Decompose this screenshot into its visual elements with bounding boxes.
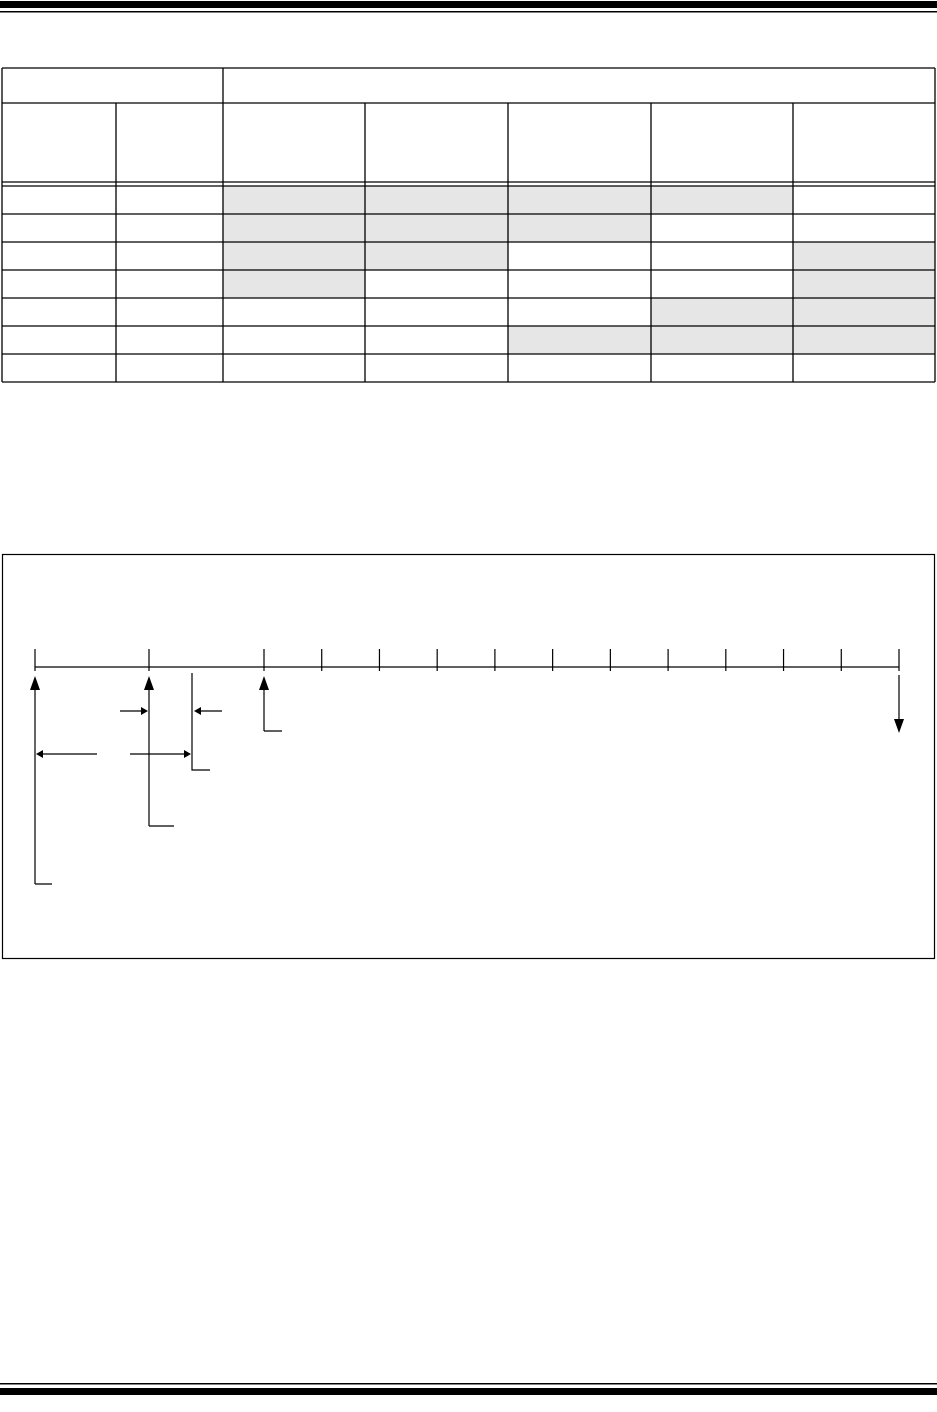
table-cell bbox=[2, 354, 116, 382]
table-cell bbox=[365, 326, 508, 354]
table-cell bbox=[508, 242, 651, 270]
diagram-frame bbox=[1, 553, 936, 960]
table-cell bbox=[651, 354, 793, 382]
table-cell bbox=[793, 186, 935, 214]
up-arrow-icon bbox=[259, 676, 269, 690]
arrowhead-icon bbox=[194, 707, 201, 715]
down-arrow-icon bbox=[894, 719, 904, 733]
table-cell bbox=[793, 326, 935, 354]
table-cell bbox=[223, 354, 365, 382]
table-cell bbox=[508, 270, 651, 298]
table-cell bbox=[651, 270, 793, 298]
table-cell bbox=[651, 242, 793, 270]
table-cell bbox=[365, 298, 508, 326]
timeline bbox=[34, 649, 900, 671]
table-cell bbox=[116, 326, 223, 354]
table-cell bbox=[793, 242, 935, 270]
table-cell bbox=[223, 326, 365, 354]
table-cell bbox=[793, 214, 935, 242]
table-cell bbox=[365, 186, 508, 214]
table-cell bbox=[508, 214, 651, 242]
table-cell bbox=[2, 214, 116, 242]
table-cell bbox=[2, 298, 116, 326]
table-cell bbox=[223, 186, 365, 214]
table-cell bbox=[223, 214, 365, 242]
up-arrow-icon bbox=[144, 676, 154, 690]
table-cell bbox=[365, 270, 508, 298]
table-cell bbox=[2, 326, 116, 354]
table-cell bbox=[793, 354, 935, 382]
table-cell bbox=[223, 270, 365, 298]
table-cell bbox=[508, 298, 651, 326]
timing-diagram bbox=[1, 553, 936, 960]
table-cell bbox=[793, 298, 935, 326]
table-cell bbox=[508, 354, 651, 382]
table-cell bbox=[365, 354, 508, 382]
marker-line-2 bbox=[148, 684, 174, 827]
table-cell bbox=[116, 354, 223, 382]
table-cell bbox=[651, 298, 793, 326]
header-rule bbox=[0, 1, 937, 13]
arrowhead-icon bbox=[184, 750, 191, 758]
arrowhead-icon bbox=[36, 750, 43, 758]
table-cell bbox=[651, 186, 793, 214]
table-cell bbox=[223, 242, 365, 270]
table-cell bbox=[116, 186, 223, 214]
table-cell bbox=[116, 270, 223, 298]
table-cell bbox=[2, 186, 116, 214]
marker-line-1 bbox=[34, 684, 52, 885]
table-cell bbox=[2, 270, 116, 298]
table-cell bbox=[651, 326, 793, 354]
marker-line-3 bbox=[263, 684, 282, 732]
table-cell bbox=[793, 270, 935, 298]
table-cell bbox=[223, 298, 365, 326]
register-table bbox=[1, 67, 936, 383]
arrowhead-icon bbox=[141, 707, 148, 715]
marker-line-4 bbox=[191, 673, 210, 771]
table-cell bbox=[2, 242, 116, 270]
table-cell bbox=[365, 214, 508, 242]
table-cell bbox=[508, 326, 651, 354]
table-cell bbox=[116, 298, 223, 326]
table-cell bbox=[116, 242, 223, 270]
table-cell bbox=[508, 186, 651, 214]
table-cell bbox=[365, 242, 508, 270]
table-cell bbox=[651, 214, 793, 242]
table-cell bbox=[116, 214, 223, 242]
footer-rule bbox=[0, 1383, 937, 1395]
up-arrow-icon bbox=[30, 676, 40, 690]
